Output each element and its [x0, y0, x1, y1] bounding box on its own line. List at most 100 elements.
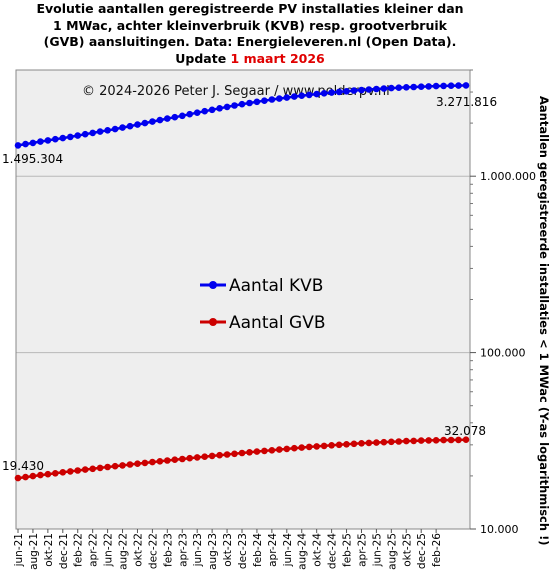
update-prefix: Update	[175, 50, 231, 66]
kvb-point-58	[447, 82, 455, 89]
gvb-point-58	[447, 436, 455, 444]
kvb-point-10	[89, 129, 96, 137]
kvb-point-34	[268, 96, 276, 103]
kvb-point-2	[29, 139, 37, 147]
legend-gvb-label: Aantal GVB	[229, 313, 326, 333]
gvb-point-51	[395, 438, 403, 445]
kvb-point-38	[298, 92, 306, 99]
gvb-point-26	[208, 452, 216, 460]
gvb-point-16	[134, 460, 141, 468]
kvb-point-4	[44, 137, 52, 144]
gvb-point-37	[291, 444, 298, 452]
gvb-point-50	[388, 438, 395, 446]
title-line-1: Evolutie aantallen geregistreerde PV ins…	[36, 1, 464, 16]
x-tick-label-12: jun-23	[192, 533, 204, 567]
y-tick-label-2: 1.000.000	[480, 170, 536, 183]
gvb-point-8	[74, 467, 81, 474]
gvb-point-20	[164, 457, 171, 464]
gvb-point-55	[425, 437, 433, 444]
gvb-point-2	[29, 472, 37, 480]
kvb-point-29	[231, 102, 238, 109]
gvb-end-label: 32.078	[444, 424, 486, 438]
gvb-point-24	[193, 454, 201, 461]
gvb-point-22	[179, 455, 186, 463]
kvb-point-40	[313, 90, 321, 98]
x-tick-label-3: dec-21	[58, 533, 70, 569]
legend-gvb-marker	[209, 318, 217, 326]
gvb-point-28	[223, 451, 231, 458]
kvb-point-25	[201, 107, 208, 115]
plot-area	[16, 70, 470, 529]
gvb-point-44	[343, 441, 350, 448]
gvb-point-47	[365, 439, 373, 447]
gvb-point-48	[373, 439, 380, 446]
gvb-point-27	[216, 451, 223, 459]
gvb-point-53	[410, 437, 418, 445]
gvb-point-7	[67, 468, 74, 475]
gvb-point-32	[253, 448, 261, 455]
kvb-point-0	[14, 142, 22, 149]
kvb-point-6	[59, 134, 67, 142]
gvb-point-54	[417, 437, 425, 444]
gvb-point-10	[89, 465, 96, 473]
gvb-point-6	[59, 469, 67, 476]
y-axis-label: Aantallen geregistreerde installaties < …	[537, 96, 551, 546]
x-tick-label-27: dec-25	[416, 533, 428, 569]
kvb-point-46	[358, 86, 365, 94]
kvb-point-55	[425, 83, 433, 90]
x-tick-label-20: okt-24	[312, 533, 324, 567]
gvb-point-39	[305, 443, 313, 451]
x-tick-label-16: feb-24	[252, 533, 264, 567]
kvb-point-21	[171, 113, 179, 121]
x-tick-label-2: okt-21	[43, 533, 55, 567]
legend-kvb-marker	[209, 281, 217, 289]
kvb-point-14	[119, 124, 126, 131]
x-tick-label-18: jun-24	[282, 533, 294, 568]
gvb-point-15	[126, 461, 134, 468]
kvb-point-42	[328, 89, 335, 96]
kvb-point-7	[67, 133, 74, 141]
gvb-point-56	[432, 437, 440, 444]
chart-title: Evolutie aantallen geregistreerde PV ins…	[0, 1, 500, 67]
gvb-point-5	[52, 470, 59, 477]
x-tick-label-1: aug-21	[28, 533, 40, 570]
title-line-3: (GVB) aansluitingen. Data: Energielevere…	[43, 34, 457, 49]
kvb-point-28	[223, 103, 231, 111]
kvb-point-3	[37, 138, 44, 145]
gvb-point-31	[246, 449, 253, 456]
kvb-end-label: 3.271.816	[436, 95, 497, 109]
kvb-point-44	[343, 88, 350, 95]
gvb-point-52	[403, 437, 410, 445]
gvb-point-1	[22, 473, 29, 481]
x-tick-label-0: jun-21	[13, 533, 25, 567]
x-tick-label-5: apr-22	[88, 533, 100, 567]
gvb-point-38	[298, 444, 306, 451]
gvb-point-40	[313, 443, 321, 450]
kvb-point-8	[74, 132, 81, 139]
gvb-point-17	[141, 459, 149, 467]
kvb-point-31	[246, 99, 253, 107]
kvb-point-13	[111, 125, 119, 133]
kvb-point-54	[417, 83, 425, 90]
gvb-point-46	[358, 440, 365, 447]
gvb-point-29	[231, 450, 238, 458]
gvb-point-3	[37, 471, 44, 479]
gvb-point-42	[328, 442, 335, 449]
kvb-point-11	[96, 128, 104, 135]
gvb-start-label: 19.430	[2, 459, 44, 473]
kvb-point-22	[179, 112, 186, 120]
kvb-point-35	[276, 95, 283, 102]
gvb-point-43	[335, 441, 343, 449]
kvb-point-39	[305, 91, 313, 99]
x-tick-label-21: dec-24	[327, 533, 339, 569]
y-tick-label-0: 10.000	[480, 523, 519, 536]
gvb-point-19	[156, 458, 164, 465]
kvb-point-60	[462, 82, 470, 89]
x-tick-label-7: aug-22	[118, 533, 130, 570]
x-tick-label-26: okt-25	[401, 533, 413, 567]
x-tick-label-10: feb-23	[162, 533, 174, 567]
x-tick-label-15: dec-23	[237, 533, 249, 569]
kvb-point-1	[22, 140, 29, 148]
gvb-point-25	[201, 453, 208, 461]
